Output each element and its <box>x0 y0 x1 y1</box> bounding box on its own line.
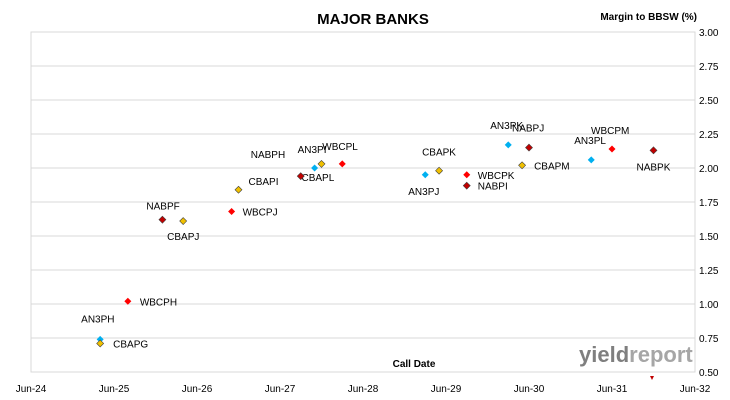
point-label: CBAPK <box>422 148 456 159</box>
point-cbapm <box>518 161 527 170</box>
y-axis: 0.50 0.75 1.00 1.25 1.50 1.75 2.00 2.25 2.50 2.75… <box>699 28 719 379</box>
y-tick-label: 1.25 <box>699 266 719 277</box>
y-tick-label: 1.50 <box>699 232 719 243</box>
x-tick-label: Jun-24 <box>16 384 47 395</box>
point-cbapk <box>435 166 444 175</box>
point-wbcpm <box>608 145 616 153</box>
watermark-part2: report <box>629 342 693 367</box>
watermark-part1: yield <box>579 342 629 367</box>
y-tick-label: 2.75 <box>699 62 719 73</box>
point-label: NABPI <box>478 182 508 193</box>
point-an3pj <box>421 171 429 179</box>
watermark-logo: yieldreport <box>579 342 693 380</box>
x-tick-label: Jun-32 <box>680 384 711 395</box>
point-label: WBCPL <box>322 142 358 153</box>
y-tick-label: 0.75 <box>699 334 719 345</box>
point-label: CBAPI <box>249 177 279 188</box>
point-cbapl <box>317 159 326 168</box>
y-tick-label: 2.50 <box>699 96 719 107</box>
y-tick-label: 1.75 <box>699 198 719 209</box>
plot-area <box>30 31 696 373</box>
point-label: NABPK <box>637 162 671 173</box>
point-label: AN3PJ <box>408 187 439 198</box>
point-an3pl <box>587 156 595 164</box>
point-nabpf <box>158 215 167 224</box>
point-nabpk <box>649 146 658 155</box>
point-label: CBAPG <box>113 339 148 350</box>
point-wbcph <box>124 297 132 305</box>
x-tick-label: Jun-31 <box>597 384 628 395</box>
data-points: AN3PH AN3PI AN3PJ AN3PK AN3PL CBAPG CBAPJ CBAPI… <box>81 121 671 351</box>
point-label: AN3PH <box>81 314 114 325</box>
point-label: NABPF <box>146 202 179 213</box>
x-tick-label: Jun-30 <box>514 384 545 395</box>
point-label: CBAPM <box>534 161 570 172</box>
point-an3pi <box>311 164 319 172</box>
point-label: WBCPH <box>140 297 177 308</box>
point-an3ph <box>96 335 104 343</box>
watermark-triangle-icon <box>650 376 654 380</box>
x-tick-label: Jun-26 <box>182 384 213 395</box>
x-tick-label: Jun-25 <box>99 384 130 395</box>
x-tick-label: Jun-27 <box>265 384 296 395</box>
x-tick-label: Jun-29 <box>431 384 462 395</box>
point-wbcpl <box>338 160 346 168</box>
x-axis: Jun-24 Jun-25 Jun-26 Jun-27 Jun-28 Jun-29 Jun-… <box>16 384 711 395</box>
point-label: CBAPL <box>302 173 335 184</box>
point-an3pk <box>504 141 512 149</box>
y-tick-label: 3.00 <box>699 28 719 39</box>
x-tick-label: Jun-28 <box>348 384 379 395</box>
point-label: NABPH <box>251 150 285 161</box>
point-label: WBCPK <box>478 171 515 182</box>
point-cbapg <box>96 339 105 348</box>
y-tick-label: 2.00 <box>699 164 719 175</box>
x-axis-label: Call Date <box>393 359 436 370</box>
point-nabpi <box>462 181 471 190</box>
point-label: AN3PI <box>298 145 327 156</box>
y-tick-label: 0.50 <box>699 368 719 379</box>
point-label: AN3PL <box>574 136 606 147</box>
point-cbapj <box>179 217 188 225</box>
point-label: AN3PK <box>490 121 523 132</box>
point-label: WBCPJ <box>243 208 278 219</box>
y-tick-label: 1.00 <box>699 300 719 311</box>
point-wbcpj <box>228 208 236 216</box>
point-label: WBCPM <box>591 126 629 137</box>
chart-title: MAJOR BANKS <box>317 11 429 28</box>
point-nabph <box>296 172 305 181</box>
y-axis-label: Margin to BBSW (%) <box>600 12 697 23</box>
svg-text:yieldreport: yieldreport <box>579 342 693 367</box>
point-wbcpk <box>463 171 471 179</box>
point-cbapi <box>234 185 243 194</box>
point-nabpj <box>525 143 533 152</box>
point-label: CBAPJ <box>167 232 199 243</box>
y-tick-label: 2.25 <box>699 130 719 141</box>
gridlines <box>31 31 695 373</box>
point-label: NABPJ <box>512 124 544 135</box>
